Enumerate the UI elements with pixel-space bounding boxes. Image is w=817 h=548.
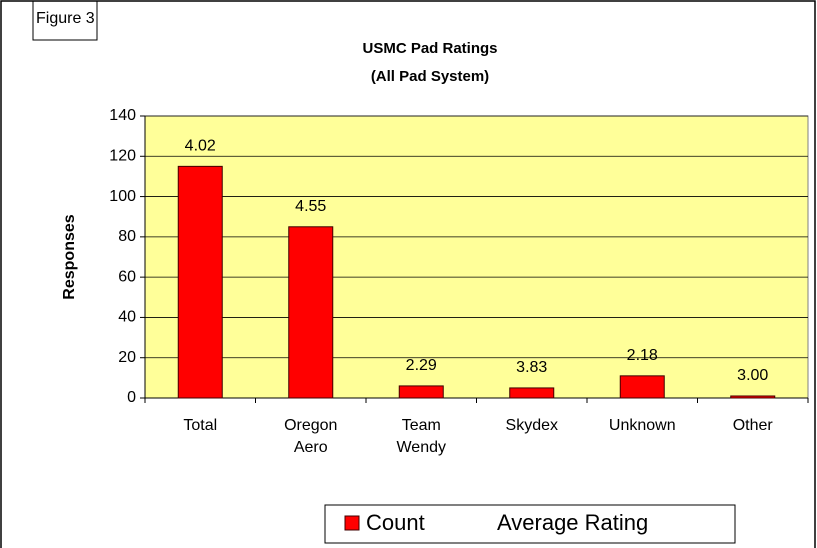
chart-subtitle: (All Pad System) xyxy=(371,68,489,85)
legend-swatch xyxy=(344,515,360,531)
x-tick-label: Other xyxy=(733,417,774,434)
annotation-box xyxy=(32,1,98,41)
bar xyxy=(619,375,665,399)
data-label: 4.02 xyxy=(185,138,216,155)
data-label: 3.83 xyxy=(516,359,547,376)
y-tick-label: 20 xyxy=(118,349,136,366)
y-tick-label: 80 xyxy=(118,228,136,245)
bar xyxy=(730,395,776,399)
x-tick-label: Skydex xyxy=(506,417,558,434)
x-tick-label: Unknown xyxy=(609,417,676,434)
y-tick-label: 60 xyxy=(118,268,136,285)
data-label: 3.00 xyxy=(737,367,768,384)
bar xyxy=(177,165,223,399)
y-tick-label: 120 xyxy=(109,148,136,165)
data-label: 2.29 xyxy=(406,357,437,374)
annotation: Figure 3 xyxy=(36,10,95,27)
data-label: 2.18 xyxy=(627,347,658,364)
bar xyxy=(509,387,555,399)
x-tick-label: Team Wendy xyxy=(396,417,446,456)
legend-label: Count xyxy=(366,510,425,535)
y-tick-label: 40 xyxy=(118,309,136,326)
legend-box xyxy=(324,504,736,544)
bar xyxy=(398,385,444,399)
y-tick-label: 0 xyxy=(127,389,136,406)
y-tick-label: 100 xyxy=(109,188,136,205)
plot-area xyxy=(144,115,809,399)
x-tick-label: Oregon Aero xyxy=(284,417,337,456)
y-tick-label: 140 xyxy=(109,107,136,124)
bar xyxy=(288,226,334,399)
legend-label: Average Rating xyxy=(497,510,648,535)
chart-title: USMC Pad Ratings xyxy=(362,40,497,57)
y-axis-label: Responses xyxy=(61,214,78,299)
x-tick-label: Total xyxy=(183,417,217,434)
data-label: 4.55 xyxy=(295,198,326,215)
